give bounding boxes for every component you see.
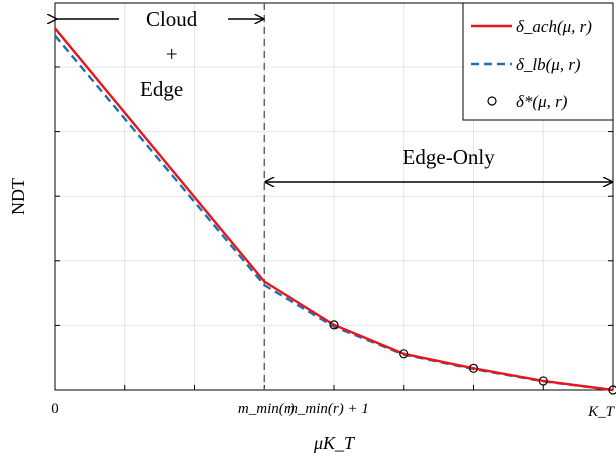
edge-only-region-label: Edge-Only [403,145,496,169]
series-layer [54,27,616,395]
series-marker-opt [468,363,479,373]
legend-label-opt: δ*(μ, r) [516,92,568,111]
x-tick-label-0: 0 [51,401,59,417]
series-marker-opt [329,320,339,330]
series-line-ach [54,27,614,392]
series-marker-opt [399,349,409,359]
x-axis-label: μK_T [313,433,356,453]
cloud-region-label-line1: Cloud [146,7,198,31]
series-marker-opt [538,376,548,386]
legend-label-ach: δ_ach(μ, r) [516,17,592,36]
x-tick-label-mmin-plus-1: m_min(r) + 1 [287,401,369,417]
series-marker-opt [608,385,616,395]
x-tick-label-kt: K_T [587,404,616,420]
cloud-region-label-line3: Edge [140,77,183,101]
y-axis-label: NDT [8,178,28,215]
legend-label-lb: δ_lb(μ, r) [516,55,581,74]
legend: δ_ach(μ, r) δ_lb(μ, r) δ*(μ, r) [462,2,614,121]
cloud-region-label-line2: + [166,42,178,66]
x-tick-label-mmin: m_min(r) [238,401,295,417]
legend-swatch-opt [487,96,497,106]
